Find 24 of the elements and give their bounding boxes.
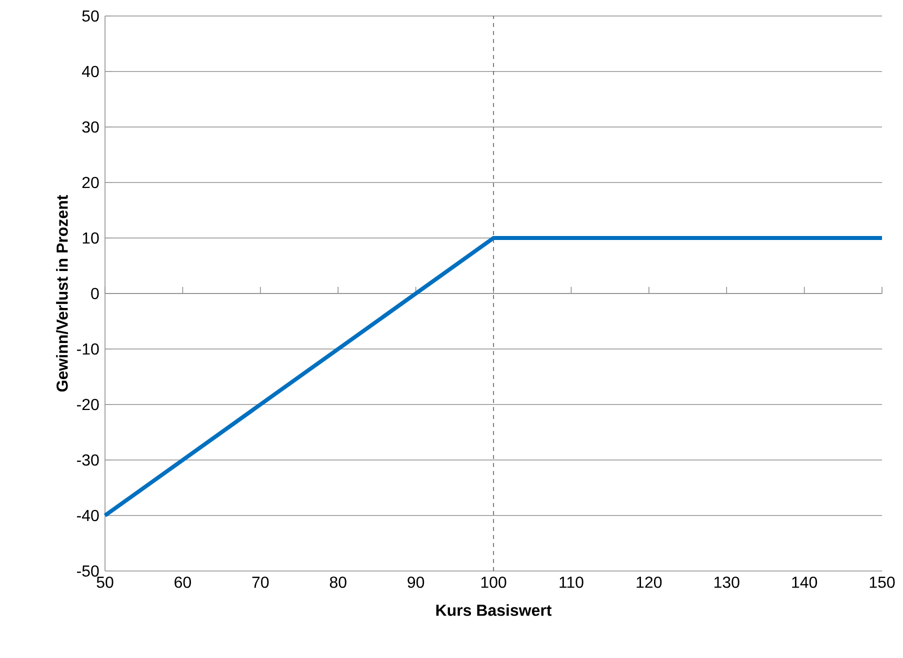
y-tick-label: 40 bbox=[82, 66, 99, 78]
x-tick-label: 50 bbox=[96, 576, 114, 588]
y-tick-label: 50 bbox=[82, 10, 99, 22]
y-tick-label: 20 bbox=[82, 176, 99, 188]
y-tick-label: -10 bbox=[76, 343, 99, 355]
x-tick-label: 60 bbox=[174, 576, 191, 588]
y-tick-label: 30 bbox=[82, 121, 99, 133]
x-tick-label: 100 bbox=[481, 576, 506, 588]
y-tick-label: -40 bbox=[76, 510, 99, 522]
y-tick-label: 0 bbox=[91, 288, 99, 300]
x-tick-label: 70 bbox=[252, 576, 269, 588]
x-tick-label: 80 bbox=[330, 576, 346, 588]
y-axis-title: Gewinn/Verlust in Prozent bbox=[56, 195, 68, 392]
x-axis-title: Kurs Basiswert bbox=[436, 604, 552, 616]
x-tick-label: 130 bbox=[714, 576, 740, 588]
y-tick-label: -20 bbox=[76, 398, 99, 410]
y-tick-label: -50 bbox=[76, 565, 99, 577]
x-tick-label: 140 bbox=[792, 576, 818, 588]
x-tick-label: 110 bbox=[560, 576, 584, 588]
x-tick-label: 150 bbox=[870, 576, 895, 588]
y-tick-label: -30 bbox=[76, 454, 99, 466]
y-tick-label: 10 bbox=[82, 232, 99, 244]
x-tick-label: 90 bbox=[408, 576, 424, 588]
x-tick-label: 120 bbox=[636, 576, 662, 588]
